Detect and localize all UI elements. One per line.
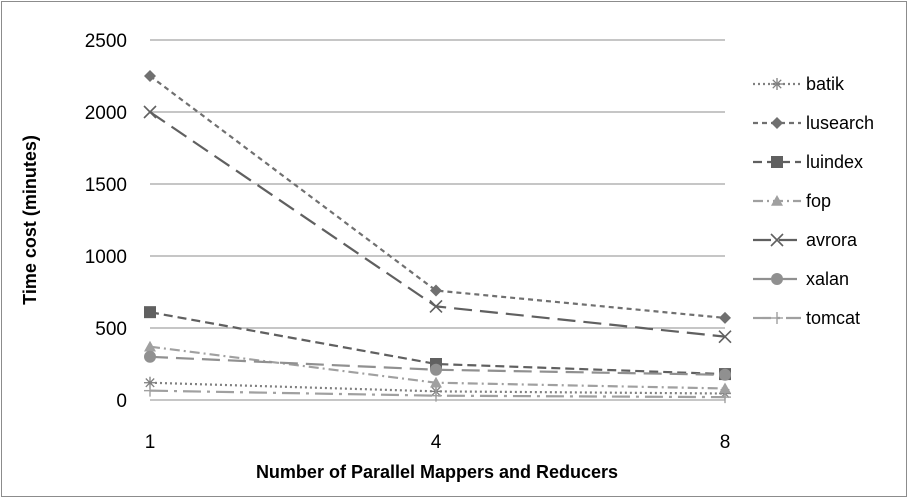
- x-tick-label: 8: [720, 432, 731, 453]
- legend-item: avrora: [753, 230, 858, 250]
- data-point: [144, 376, 156, 389]
- y-tick-label: 500: [95, 319, 127, 340]
- y-tick-label: 1500: [85, 175, 127, 196]
- series-line: [149, 75, 726, 320]
- legend-label: xalan: [806, 269, 849, 289]
- x-axis-ticks: 1 4 8: [145, 432, 731, 453]
- legend: batik lusearch luindex fop avrora xalan tomcat: [753, 74, 874, 328]
- legend-label: fop: [806, 191, 831, 211]
- y-tick-label: 1000: [85, 247, 127, 268]
- legend-label: batik: [806, 74, 845, 94]
- data-point: [430, 363, 442, 376]
- data-point: [430, 284, 442, 297]
- series-lusearch: [144, 70, 731, 324]
- legend-item: lusearch: [753, 113, 874, 133]
- x-tick-label: 4: [431, 432, 442, 453]
- legend-label: lusearch: [806, 113, 874, 133]
- data-point: [771, 195, 783, 206]
- data-point: [144, 306, 156, 319]
- legend-label: avrora: [806, 230, 858, 250]
- data-point: [770, 233, 784, 247]
- legend-item: luindex: [753, 152, 863, 172]
- data-point: [771, 117, 783, 129]
- data-point: [719, 382, 731, 394]
- series-line: [149, 111, 726, 338]
- x-axis-title: Number of Parallel Mappers and Reducers: [256, 462, 618, 482]
- y-tick-label: 0: [116, 391, 127, 412]
- data-point: [719, 368, 731, 381]
- data-point: [771, 78, 783, 90]
- data-point: [144, 340, 156, 352]
- gridlines: [150, 39, 725, 401]
- data-point: [430, 389, 442, 402]
- y-axis-title: Time cost (minutes): [20, 135, 40, 305]
- legend-label: tomcat: [806, 308, 860, 328]
- data-point: [144, 350, 156, 363]
- data-point: [718, 330, 732, 344]
- legend-item: fop: [753, 191, 831, 211]
- legend-label: luindex: [806, 152, 863, 172]
- series-avrora: [143, 105, 732, 344]
- y-tick-label: 2000: [85, 103, 127, 124]
- data-point: [719, 311, 731, 324]
- y-tick-label: 2500: [85, 31, 127, 52]
- legend-item: batik: [753, 74, 845, 94]
- legend-item: tomcat: [753, 308, 860, 328]
- series-line: [149, 311, 726, 376]
- data-point: [144, 70, 156, 82]
- series-tomcat: [144, 384, 731, 404]
- series-line: [149, 389, 726, 399]
- data-point: [430, 376, 442, 388]
- y-axis-ticks: 0 500 1000 1500 2000 2500: [85, 31, 127, 412]
- series-xalan: [144, 350, 731, 381]
- legend-item: xalan: [753, 269, 849, 289]
- series-group: [143, 70, 732, 404]
- data-point: [771, 273, 783, 285]
- data-point: [429, 299, 443, 313]
- x-tick-label: 1: [145, 432, 156, 453]
- data-point: [719, 391, 731, 404]
- data-point: [771, 312, 783, 324]
- data-point: [771, 156, 783, 168]
- data-point: [144, 384, 156, 397]
- series-fop: [144, 340, 731, 394]
- data-point: [143, 105, 157, 119]
